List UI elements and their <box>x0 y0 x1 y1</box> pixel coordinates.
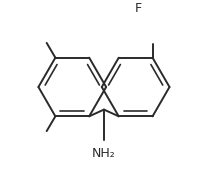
Text: F: F <box>135 2 142 15</box>
Text: NH₂: NH₂ <box>92 147 116 160</box>
